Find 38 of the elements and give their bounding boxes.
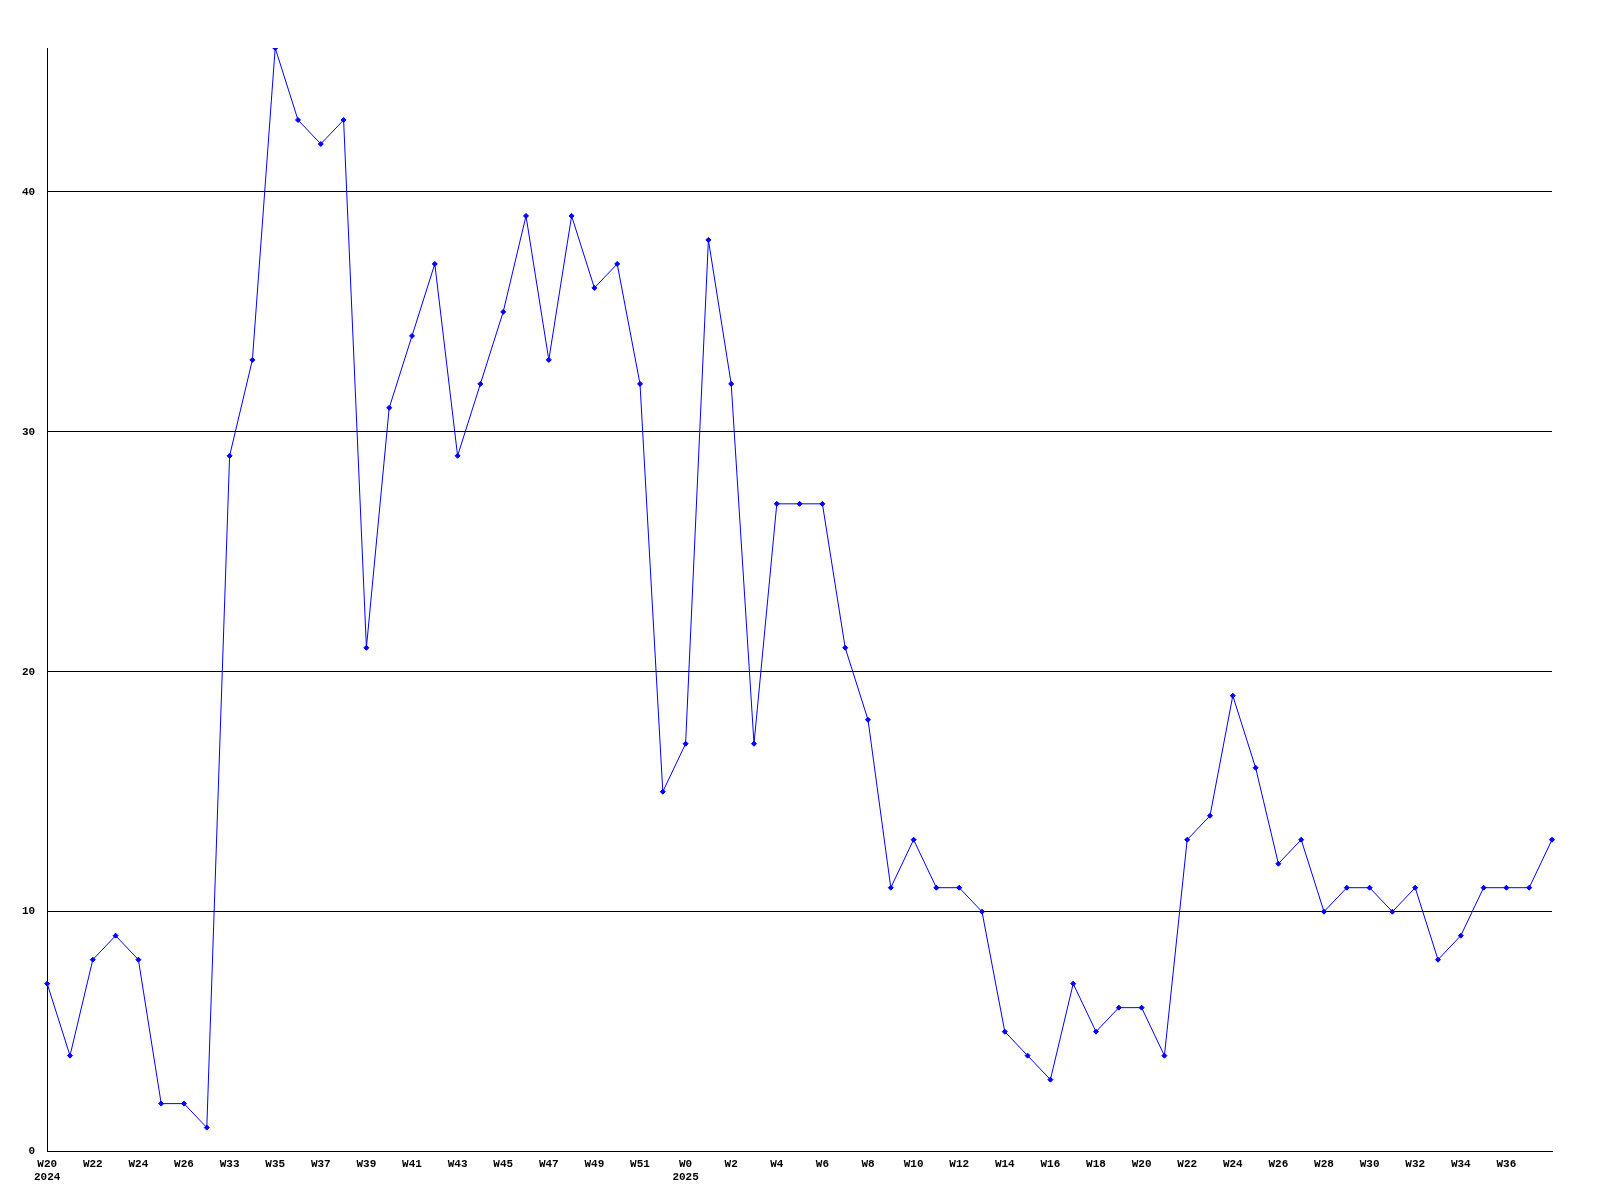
- x-tick-label: W26: [174, 1157, 194, 1170]
- x-tick-label: W8: [861, 1157, 875, 1170]
- x-tick-label: W14: [994, 1157, 1016, 1170]
- x-tick-label: W24: [1222, 1157, 1244, 1170]
- x-tick-label: W2: [724, 1157, 738, 1170]
- y-tick-label: 10: [22, 905, 36, 918]
- x-tick-label: W10: [903, 1157, 924, 1170]
- x-tick-label: W6: [815, 1157, 829, 1170]
- y-tick-label: 30: [22, 425, 36, 438]
- x-tick-label: W22: [82, 1157, 103, 1170]
- x-tick-label: W12: [949, 1157, 970, 1170]
- x-tick-label: W20: [1131, 1157, 1152, 1170]
- x-tick-label: W26: [1268, 1157, 1289, 1170]
- x-tick-label: W41: [402, 1157, 423, 1170]
- x-tick-label: W49: [584, 1157, 605, 1170]
- x-tick-label: W37: [310, 1157, 331, 1170]
- x-tick-label: W45: [493, 1157, 514, 1170]
- x-tick-label: W0 2025: [672, 1157, 700, 1184]
- x-tick-label: W28: [1314, 1157, 1335, 1170]
- x-tick-label: W22: [1177, 1157, 1198, 1170]
- x-tick-label: W4: [770, 1157, 784, 1170]
- x-tick-label: W35: [265, 1157, 286, 1170]
- x-tick-label: W36: [1496, 1157, 1517, 1170]
- x-tick-label: W39: [356, 1157, 377, 1170]
- x-tick-label: W33: [219, 1157, 240, 1170]
- x-tick-label: W18: [1086, 1157, 1107, 1170]
- x-tick-label: W30: [1359, 1157, 1380, 1170]
- x-tick-label: W16: [1040, 1157, 1061, 1170]
- x-tick-label: W43: [447, 1157, 468, 1170]
- y-tick-label: 20: [22, 665, 36, 678]
- x-tick-label: W51: [630, 1157, 651, 1170]
- x-tick-label: W20 2024: [34, 1157, 61, 1184]
- x-tick-label: W34: [1450, 1157, 1472, 1170]
- x-tick-label: W47: [538, 1157, 559, 1170]
- x-tick-label: W32: [1405, 1157, 1426, 1170]
- y-tick-label: 40: [22, 185, 36, 198]
- y-tick-label: 0: [28, 1145, 36, 1158]
- x-tick-label: W24: [128, 1157, 149, 1170]
